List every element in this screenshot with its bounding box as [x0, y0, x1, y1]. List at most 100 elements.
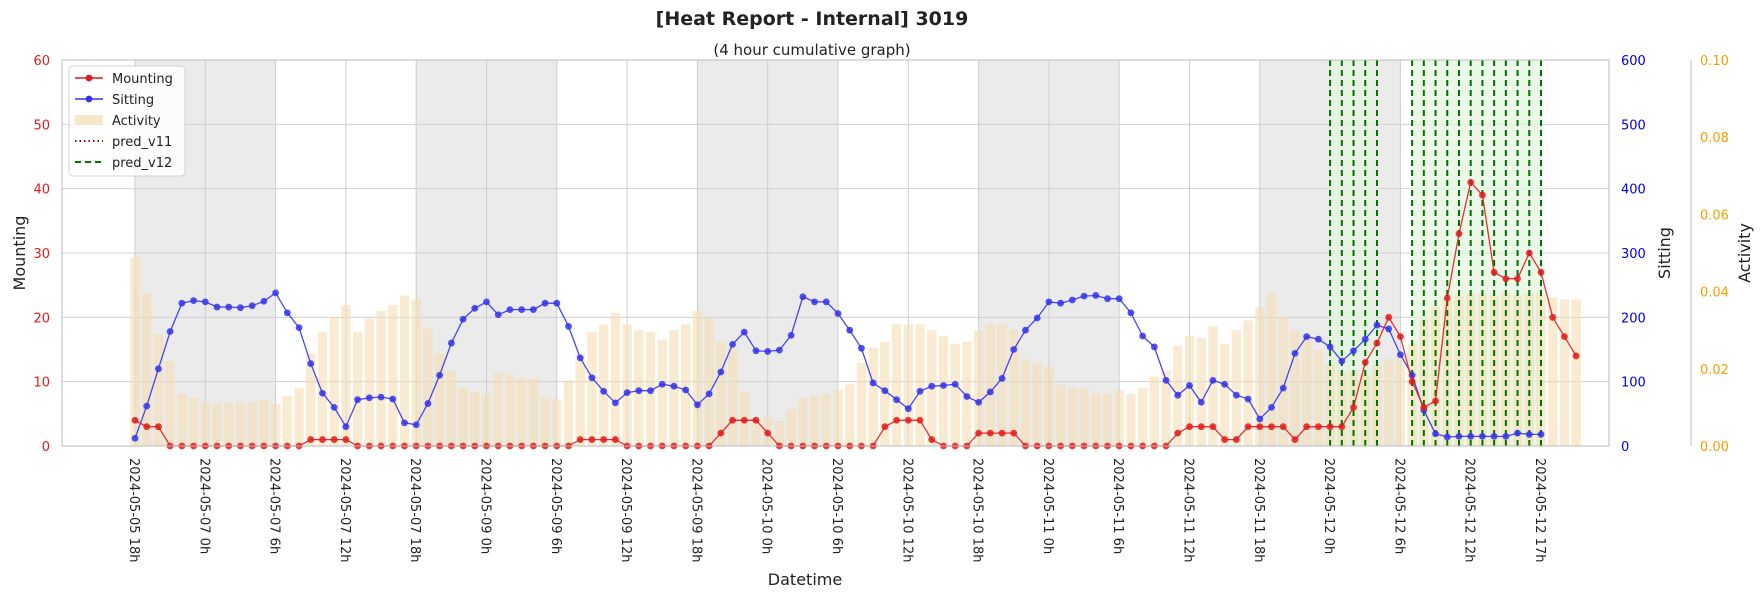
sitting-point — [1525, 431, 1533, 438]
activity-bar — [1114, 390, 1124, 446]
sitting-point — [1104, 295, 1111, 303]
activity-bar — [399, 295, 410, 446]
activity-bar — [1571, 299, 1581, 446]
activity-bar — [317, 332, 328, 446]
mounting-point — [1443, 294, 1451, 302]
activity-bar — [423, 328, 433, 446]
activity-bar — [446, 370, 457, 446]
activity-bar — [1032, 363, 1042, 446]
mounting-point — [1303, 423, 1311, 431]
activity-bar — [411, 299, 421, 446]
sitting-point — [330, 404, 338, 411]
sitting-point — [881, 387, 889, 395]
activity-bar — [868, 347, 878, 446]
y-left-tick-label: 60 — [33, 54, 50, 69]
activity-bar — [153, 334, 164, 446]
sitting-point — [1057, 299, 1065, 307]
sitting-point — [260, 297, 268, 305]
mounting-point — [1408, 378, 1416, 386]
mounting-point — [1549, 313, 1557, 321]
sitting-point — [237, 304, 244, 312]
activity-bar — [1055, 384, 1066, 446]
sitting-point — [869, 379, 877, 387]
sitting-point — [682, 386, 690, 394]
activity-bar — [481, 393, 492, 446]
y-left-tick-label: 0 — [42, 440, 50, 455]
activity-bar — [1102, 393, 1113, 446]
sitting-point — [248, 302, 256, 310]
chart-title: [Heat Report - Internal] 3019 — [656, 8, 969, 30]
sitting-point — [787, 331, 795, 339]
sitting-point — [1092, 292, 1100, 299]
sitting-point — [1080, 292, 1088, 300]
sitting-point — [1467, 432, 1475, 440]
activity-bar — [903, 324, 913, 446]
sitting-point — [1314, 335, 1322, 343]
mounting-point — [1502, 275, 1510, 283]
sitting-point — [799, 293, 807, 301]
activity-bar — [306, 353, 316, 446]
activity-bar — [1079, 388, 1089, 446]
activity-bar — [985, 324, 996, 446]
mounting-point — [330, 436, 338, 443]
activity-bar — [493, 372, 503, 446]
sitting-point — [541, 299, 549, 307]
sitting-point — [553, 299, 561, 307]
y-right1-tick-label: 500 — [1621, 118, 1646, 133]
sitting-point — [1279, 384, 1287, 392]
x-tick-label: 2024-05-11 12h — [1181, 458, 1196, 562]
activity-bar — [1126, 393, 1136, 446]
sitting-point — [752, 347, 760, 355]
mounting-point — [881, 423, 889, 431]
sitting-point — [1186, 382, 1193, 389]
x-tick-label: 2024-05-10 12h — [899, 458, 914, 562]
activity-bar — [188, 397, 199, 446]
sitting-point — [1162, 376, 1170, 384]
activity-bar — [1548, 297, 1558, 446]
activity-bar — [282, 395, 293, 446]
activity-bar — [1219, 343, 1230, 446]
sitting-point — [365, 394, 373, 402]
sitting-point — [623, 389, 631, 397]
sitting-point — [506, 306, 514, 314]
sitting-point — [576, 354, 584, 362]
mounting-point — [1186, 423, 1193, 431]
mounting-point — [764, 429, 772, 437]
activity-bar — [1430, 307, 1441, 446]
sitting-point — [1326, 343, 1334, 351]
y-right2-axis-label: Activity — [1735, 223, 1754, 283]
activity-bar — [212, 403, 222, 446]
activity-bar — [470, 391, 480, 446]
activity-bar — [516, 378, 527, 446]
y-left-tick-label: 40 — [33, 183, 50, 198]
activity-bar — [130, 256, 140, 446]
mounting-point — [1385, 313, 1393, 321]
sitting-point — [975, 398, 982, 406]
sitting-point — [846, 326, 854, 334]
activity-bar — [657, 339, 667, 446]
x-tick-label: 2024-05-12 17h — [1532, 458, 1547, 562]
sitting-point — [658, 380, 666, 388]
mounting-point — [1455, 230, 1463, 238]
activity-bar — [352, 332, 363, 446]
sitting-point — [916, 387, 924, 395]
activity-bar — [833, 390, 843, 446]
activity-bar — [329, 316, 339, 446]
plot-layer: 010203040506001002003004005006000.000.02… — [33, 54, 1729, 562]
x-tick-label: 2024-05-09 6h — [548, 458, 563, 554]
mounting-point — [1361, 358, 1369, 366]
activity-bar — [1290, 330, 1300, 446]
sitting-point — [225, 303, 233, 311]
activity-bar — [1266, 293, 1277, 446]
sitting-point — [529, 306, 537, 314]
mounting-point — [1232, 436, 1240, 443]
activity-bar — [1313, 349, 1324, 446]
mounting-point — [1221, 436, 1229, 443]
sitting-point — [1022, 326, 1029, 334]
activity-bar — [528, 378, 539, 446]
x-tick-label: 2024-05-09 0h — [478, 458, 493, 554]
mounting-point — [1373, 339, 1381, 347]
sitting-point — [447, 339, 455, 347]
